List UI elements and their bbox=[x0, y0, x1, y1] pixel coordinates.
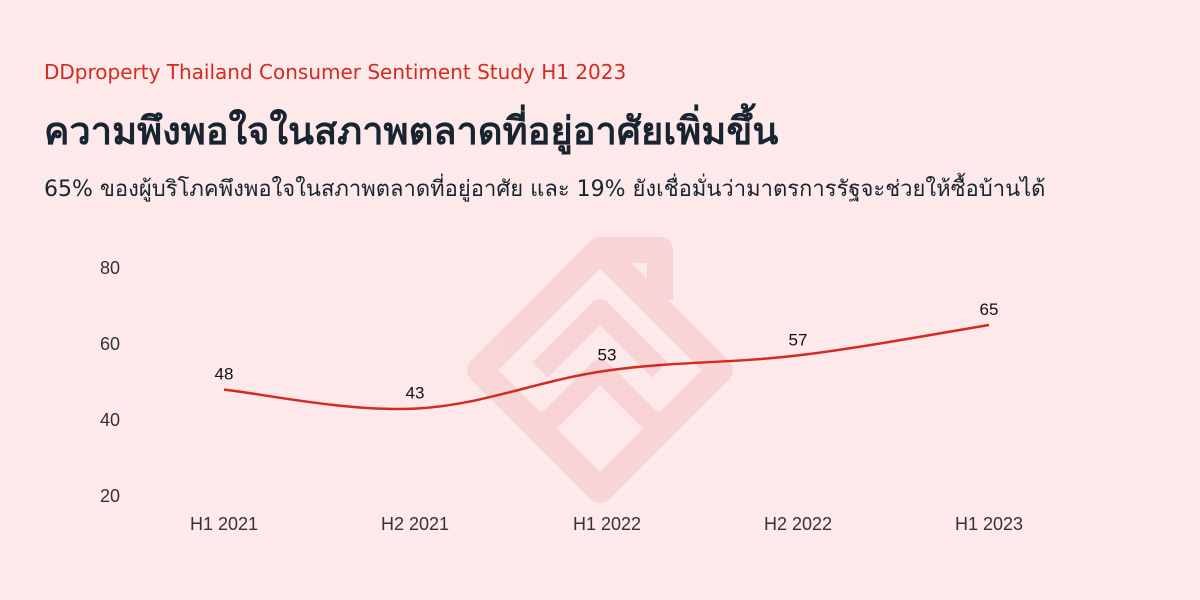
data-label: 53 bbox=[598, 346, 617, 365]
data-label: 48 bbox=[215, 365, 234, 384]
y-tick-label: 20 bbox=[100, 486, 120, 506]
page-subtitle: 65% ของผู้บริโภคพึงพอใจในสภาพตลาดที่อยู่… bbox=[44, 177, 1046, 202]
data-label: 57 bbox=[789, 330, 808, 349]
ddproperty-logo-icon bbox=[467, 237, 733, 503]
y-tick-label: 80 bbox=[100, 258, 120, 278]
x-tick-label: H1 2022 bbox=[573, 514, 641, 534]
y-tick-label: 60 bbox=[100, 334, 120, 354]
y-tick-label: 40 bbox=[100, 410, 120, 430]
x-tick-label: H1 2023 bbox=[955, 514, 1023, 534]
x-tick-label: H2 2022 bbox=[764, 514, 832, 534]
series-line bbox=[223, 323, 990, 411]
x-tick-label: H2 2021 bbox=[381, 514, 449, 534]
page-title: ความพึงพอใจในสภาพตลาดที่อยู่อาศัยเพิ่มขึ… bbox=[44, 109, 779, 153]
eyebrow-title: DDproperty Thailand Consumer Sentiment S… bbox=[44, 60, 627, 84]
x-tick-label: H1 2021 bbox=[190, 514, 258, 534]
data-label: 65 bbox=[980, 300, 999, 319]
data-label: 43 bbox=[406, 384, 425, 403]
